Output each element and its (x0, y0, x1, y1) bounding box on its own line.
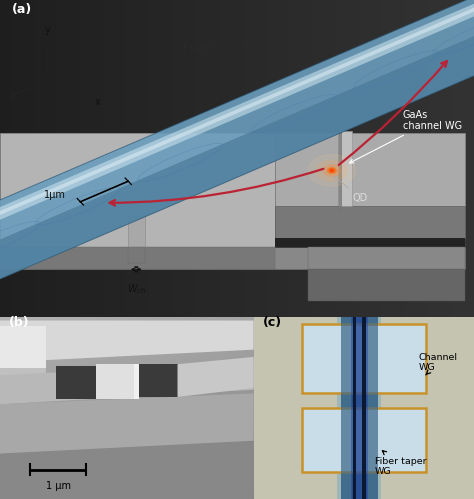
Polygon shape (0, 441, 254, 499)
Bar (363, 317, 365, 499)
Polygon shape (339, 132, 341, 209)
Polygon shape (96, 364, 139, 399)
Text: $W_{ch}$: $W_{ch}$ (127, 282, 146, 296)
Text: QD: QD (335, 177, 368, 203)
Text: (a): (a) (12, 2, 32, 15)
Polygon shape (275, 133, 465, 247)
Circle shape (330, 169, 334, 172)
Polygon shape (275, 133, 465, 206)
Polygon shape (0, 0, 474, 246)
Polygon shape (0, 16, 474, 288)
Polygon shape (0, 320, 254, 362)
Text: GaAs
channel WG: GaAs channel WG (350, 110, 462, 163)
Polygon shape (177, 357, 254, 397)
Text: 1μm: 1μm (44, 190, 66, 200)
Text: Fiber taper WG: Fiber taper WG (183, 41, 272, 54)
Bar (337, 317, 382, 499)
Bar (341, 317, 378, 499)
Polygon shape (275, 238, 465, 247)
Polygon shape (139, 364, 177, 397)
Circle shape (317, 160, 347, 181)
Polygon shape (0, 247, 275, 269)
Bar (341, 317, 378, 499)
Polygon shape (0, 362, 254, 404)
Polygon shape (135, 364, 139, 399)
Text: y: y (45, 25, 50, 35)
Polygon shape (0, 247, 465, 269)
Text: (c): (c) (263, 316, 282, 329)
Polygon shape (308, 247, 465, 269)
Polygon shape (0, 0, 474, 243)
Bar (364, 317, 367, 499)
Text: Channel
WG: Channel WG (419, 353, 458, 375)
Circle shape (323, 165, 340, 176)
Polygon shape (0, 326, 46, 368)
Circle shape (328, 168, 336, 173)
Polygon shape (56, 366, 96, 399)
Text: (b): (b) (9, 316, 29, 329)
Bar (355, 317, 364, 499)
Bar (352, 317, 355, 499)
Polygon shape (0, 393, 254, 454)
Text: Fiber taper
WG: Fiber taper WG (375, 451, 427, 476)
Bar (353, 317, 356, 499)
Circle shape (308, 155, 356, 186)
Polygon shape (308, 269, 465, 301)
Text: x: x (95, 97, 100, 107)
Bar (302, 324, 426, 393)
Polygon shape (341, 132, 352, 206)
Polygon shape (0, 133, 465, 247)
Polygon shape (0, 368, 46, 399)
Text: 1 μm: 1 μm (46, 481, 71, 491)
Polygon shape (0, 0, 474, 288)
Bar (351, 317, 368, 499)
Polygon shape (128, 247, 145, 263)
Polygon shape (275, 206, 465, 238)
Polygon shape (128, 216, 145, 247)
Bar (302, 408, 426, 472)
